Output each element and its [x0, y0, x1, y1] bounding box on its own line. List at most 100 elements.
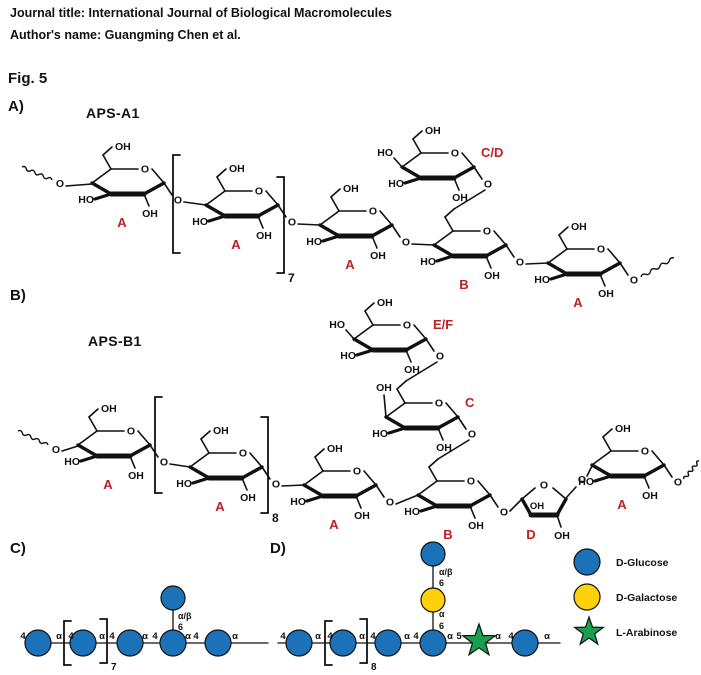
bond-line [425, 338, 435, 352]
ring-oxygen-label: O [255, 186, 263, 198]
bond-line [428, 458, 439, 468]
bond-line [151, 168, 165, 184]
glycosidic-bond [565, 486, 577, 499]
journal-title-line: Journal title: International Journal of … [10, 6, 393, 20]
ring-oxygen-label: O [353, 466, 361, 478]
bond-line [419, 504, 439, 513]
hydroxyl-label: HO [377, 147, 393, 159]
galactose-circle-symbol [573, 583, 601, 611]
glycosidic-oxygen-label: O [500, 507, 508, 519]
bond-line [591, 450, 612, 466]
bond-line [256, 203, 280, 218]
bond-line [452, 165, 476, 180]
linkage-label: α [232, 631, 238, 642]
residue-label: D [526, 527, 535, 542]
hydroxyl-label: OH [530, 501, 544, 512]
bond-line [520, 497, 533, 517]
hydroxyl-label: OH [377, 297, 393, 309]
bond-line [663, 464, 673, 478]
squiggle-bond [640, 257, 675, 278]
glycosidic-bond [437, 439, 470, 460]
bond-line [651, 450, 665, 466]
bond-line [391, 224, 401, 238]
bond-line [473, 166, 483, 180]
ring-oxygen-label: O [483, 226, 491, 238]
ring-oxygen-label: O [435, 398, 443, 410]
bond-line [444, 208, 455, 218]
hydroxyl-label: OH [327, 443, 343, 455]
bond-line [379, 210, 393, 226]
hydroxyl-label: OH [354, 510, 370, 522]
hydroxyl-label: OH [115, 141, 131, 153]
glucose-circle-symbol [116, 629, 144, 657]
glycosidic-oxygen-label: O [468, 429, 476, 441]
bond-line [436, 415, 460, 430]
bond-line [371, 235, 378, 249]
bond-line [393, 157, 403, 168]
glycosidic-oxygen-label: O [160, 457, 168, 469]
bond-line [593, 474, 613, 483]
glycosidic-bond [183, 201, 207, 206]
bond-line [549, 272, 569, 281]
bond-line [142, 181, 166, 196]
hydroxyl-label: OH [240, 492, 256, 504]
glycosidic-bond [169, 463, 191, 468]
bond-line [257, 215, 264, 229]
glycosidic-oxygen-label: O [386, 497, 394, 509]
squiggle-bond [21, 165, 53, 181]
bond-line [558, 226, 569, 236]
glucose-circle-symbol [419, 629, 447, 657]
bond-line [76, 443, 99, 458]
linkage-label: 4 [20, 631, 26, 642]
glycosidic-bond [65, 183, 93, 187]
residue-label: C [465, 395, 475, 410]
bond-line [318, 223, 341, 238]
bond-line [619, 262, 629, 276]
linkage-label: α [439, 609, 445, 619]
bond-line [493, 230, 507, 246]
bond-line [432, 243, 455, 258]
linkage-label: α [404, 631, 410, 642]
bond-line [305, 494, 325, 503]
bond-line [355, 348, 375, 357]
glycosidic-oxygen-label: O [484, 179, 492, 191]
hydroxyl-label: OH [615, 423, 631, 435]
galactose-circle-symbol [420, 587, 446, 613]
bond-line [90, 181, 113, 196]
bond-line [477, 480, 491, 496]
bond-line [435, 254, 455, 263]
bond-line [129, 455, 136, 469]
bond-line [404, 337, 428, 352]
linkage-label: 4 [280, 631, 286, 642]
hydroxyl-label: OH [598, 288, 614, 300]
hydroxyl-label: HO [192, 216, 208, 228]
glucose-circle-symbol [329, 629, 357, 657]
hydroxyl-label: HO [534, 274, 550, 286]
bond-line [205, 190, 226, 206]
bond-line [102, 154, 112, 170]
linkage-label: α [315, 631, 321, 642]
linkage-label: α [99, 631, 105, 642]
linkage-label: α [447, 631, 453, 642]
legend-label: D-Galactose [616, 592, 677, 604]
bond-line [363, 470, 377, 486]
repeat-count-label: 8 [272, 511, 279, 525]
bond-line [405, 349, 412, 363]
hydroxyl-label: HO [329, 319, 345, 331]
bond-line [303, 470, 324, 486]
repeat-count-label: 7 [111, 662, 117, 673]
linkage-label: 4 [109, 631, 115, 642]
squiggle-bond [17, 429, 49, 446]
glucose-circle-symbol [285, 629, 313, 657]
bond-line [602, 436, 612, 452]
panel-d-label: D) [270, 540, 286, 557]
hydroxyl-label: OH [468, 520, 484, 532]
linkage-label: 4 [193, 631, 199, 642]
hydroxyl-label: OH [256, 230, 272, 242]
residue-label: A [231, 237, 241, 252]
glycosidic-bond [586, 465, 593, 477]
hydroxyl-label: OH [571, 221, 587, 233]
bond-line [364, 302, 375, 312]
bond-line [590, 463, 613, 478]
bond-line [354, 483, 378, 498]
